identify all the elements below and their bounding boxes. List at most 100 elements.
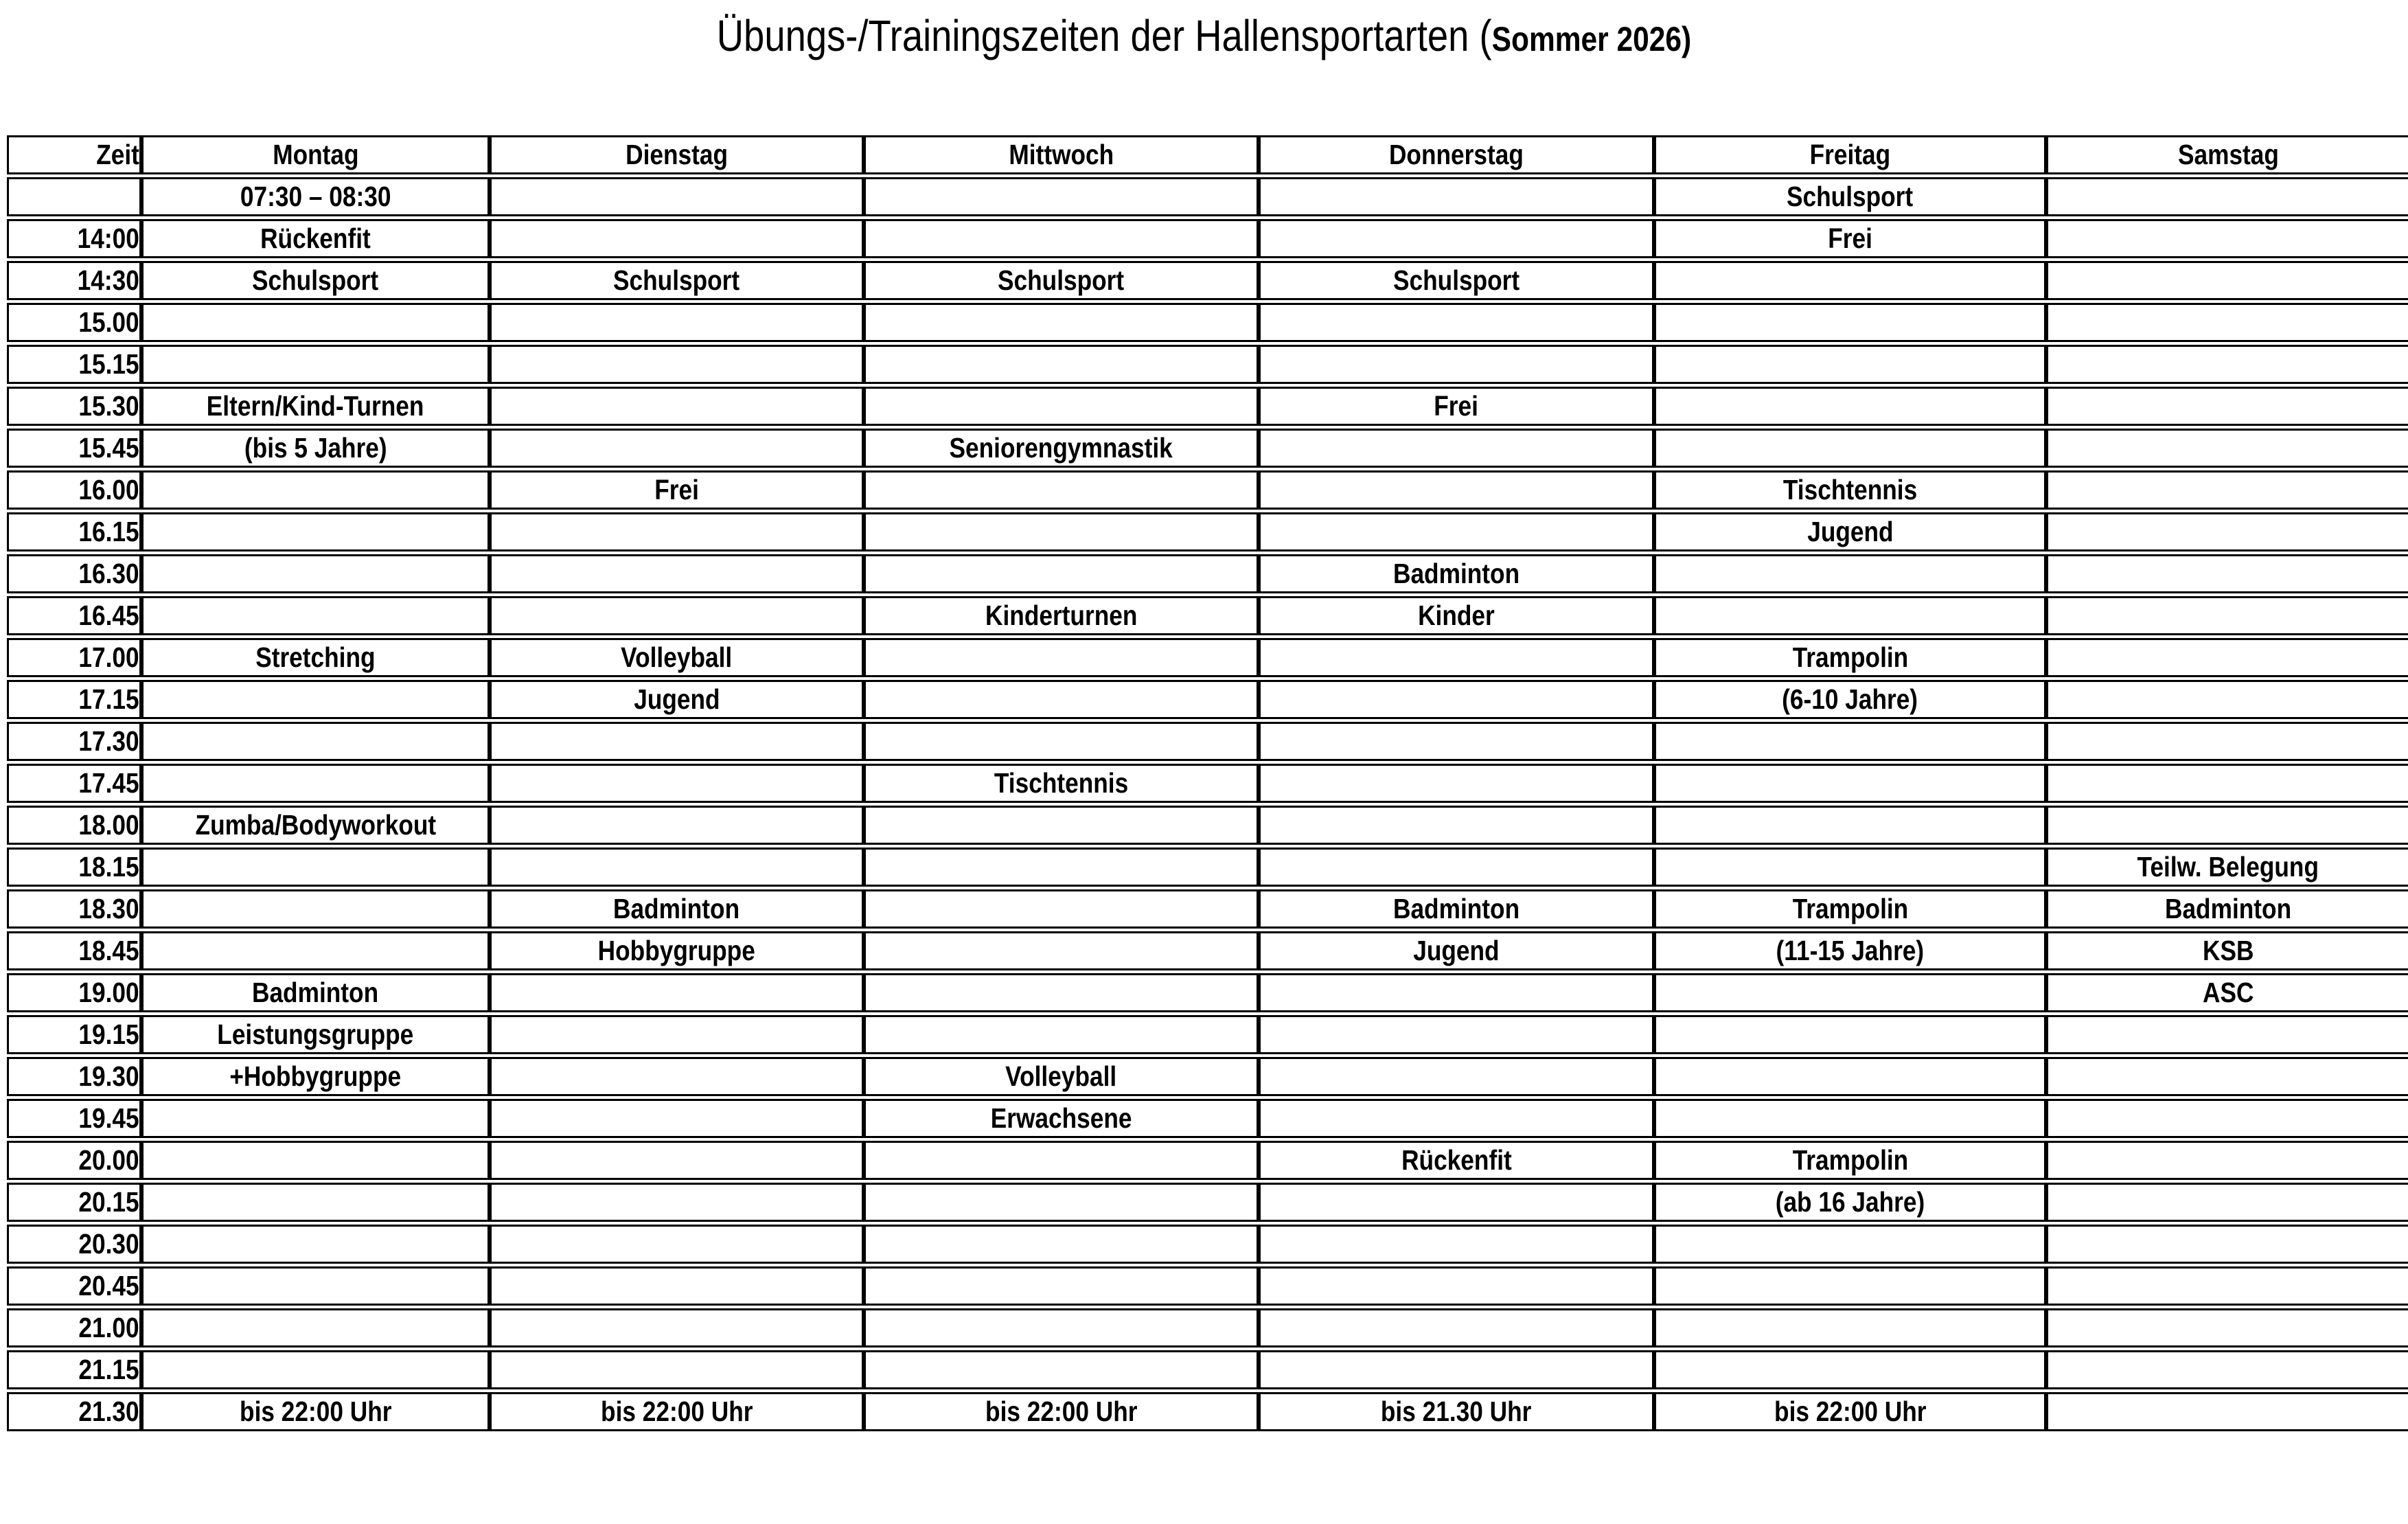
schedule-cell — [2046, 303, 2408, 342]
schedule-cell — [1259, 1308, 1654, 1347]
time-label: 15.00 — [78, 306, 139, 338]
time-label: 15.30 — [78, 390, 139, 422]
schedule-cell — [1654, 722, 2046, 761]
time-cell: 21.30 — [7, 1392, 141, 1431]
schedule-row: 18.45 Hobbygruppe Jugend (11-15 Jahre) KSB — [7, 931, 2408, 970]
activity-label: Tischtennis — [994, 767, 1129, 799]
schedule-cell — [2046, 261, 2408, 300]
schedule-cell: Tischtennis — [1654, 470, 2046, 510]
schedule-cell — [2046, 1350, 2408, 1389]
schedule-cell: Badminton — [2046, 889, 2408, 929]
schedule-cell — [2046, 1141, 2408, 1180]
schedule-cell — [864, 931, 1259, 970]
schedule-cell — [2046, 1183, 2408, 1222]
schedule-row: 16.45 Kinderturnen Kinder — [7, 596, 2408, 635]
schedule-cell — [141, 1266, 490, 1306]
schedule-cell: Kinder — [1259, 596, 1654, 635]
activity-label: Badminton — [1392, 558, 1520, 589]
schedule-cell — [490, 219, 864, 258]
activity-label: Kinderturnen — [985, 600, 1138, 631]
time-cell — [7, 177, 141, 216]
page-title: Übungs-/Trainingszeiten der Hallensporta… — [181, 10, 2227, 74]
activity-label: (bis 5 Jahre) — [244, 432, 387, 464]
schedule-cell: Eltern/Kind-Turnen — [141, 387, 490, 426]
time-label: 17.45 — [78, 767, 139, 799]
schedule-cell — [864, 177, 1259, 216]
activity-label: Zumba/Bodyworkout — [195, 809, 436, 841]
schedule-cell — [141, 554, 490, 593]
time-cell: 19.45 — [7, 1099, 141, 1138]
schedule-cell — [1654, 973, 2046, 1012]
schedule-cell — [2046, 219, 2408, 258]
activity-label: Badminton — [2164, 893, 2292, 924]
time-label: 21.30 — [78, 1396, 139, 1427]
schedule-cell: Erwachsene — [864, 1099, 1259, 1138]
schedule-cell — [1259, 1350, 1654, 1389]
schedule-cell — [141, 596, 490, 635]
schedule-row: 17.15 Jugend (6-10 Jahre) — [7, 680, 2408, 719]
schedule-cell: Schulsport — [1654, 177, 2046, 216]
schedule-cell — [141, 722, 490, 761]
schedule-cell — [141, 1308, 490, 1347]
activity-label: Badminton — [613, 893, 740, 924]
time-label: 16.15 — [78, 516, 139, 547]
schedule-cell — [864, 1225, 1259, 1264]
time-label: 18.00 — [78, 809, 139, 841]
time-label: 17.15 — [78, 683, 139, 715]
time-cell: 15.30 — [7, 387, 141, 426]
activity-label: Badminton — [1392, 893, 1520, 924]
activity-label: 07:30 – 08:30 — [240, 181, 391, 212]
schedule-cell: Trampolin — [1654, 1141, 2046, 1180]
schedule-cell: +Hobbygruppe — [141, 1057, 490, 1096]
schedule-cell — [141, 1099, 490, 1138]
time-label: 20.30 — [78, 1228, 139, 1260]
column-header: Mittwoch — [864, 135, 1259, 174]
schedule-cell — [1654, 387, 2046, 426]
time-label: 16.30 — [78, 558, 139, 589]
schedule-cell — [1654, 1015, 2046, 1054]
schedule-cell — [864, 387, 1259, 426]
schedule-cell — [490, 722, 864, 761]
schedule-cell — [864, 1015, 1259, 1054]
schedule-cell — [1259, 512, 1654, 551]
schedule-cell — [2046, 1392, 2408, 1431]
schedule-cell — [141, 345, 490, 384]
schedule-cell — [1259, 1266, 1654, 1306]
schedule-cell — [141, 470, 490, 510]
time-cell: 14:00 — [7, 219, 141, 258]
schedule-header: Zeit Montag Dienstag Mittwoch Donnerstag Frei… — [7, 135, 2408, 174]
time-cell: 17.30 — [7, 722, 141, 761]
schedule-row: 21.00 — [7, 1308, 2408, 1347]
time-label: 19.15 — [78, 1019, 139, 1050]
schedule-cell — [1259, 303, 1654, 342]
time-cell: 21.00 — [7, 1308, 141, 1347]
activity-label: Hobbygruppe — [597, 935, 756, 966]
schedule-row: 19.45 Erwachsene — [7, 1099, 2408, 1138]
column-header-label: Mittwoch — [1009, 139, 1114, 170]
schedule-cell — [864, 1266, 1259, 1306]
schedule-row: 16.30 Badminton — [7, 554, 2408, 593]
activity-label: Schulsport — [998, 264, 1125, 296]
schedule-row: 20.45 — [7, 1266, 2408, 1306]
schedule-cell: ASC — [2046, 973, 2408, 1012]
schedule-cell: bis 22:00 Uhr — [141, 1392, 490, 1431]
time-cell: 15.15 — [7, 345, 141, 384]
activity-label: Stretching — [255, 641, 376, 673]
activity-label: +Hobbygruppe — [229, 1060, 402, 1092]
time-cell: 18.15 — [7, 848, 141, 887]
schedule-cell — [490, 1183, 864, 1222]
schedule-cell — [1654, 1266, 2046, 1306]
schedule-row: 20.15 (ab 16 Jahre) — [7, 1183, 2408, 1222]
column-header-label: Dienstag — [626, 139, 728, 170]
activity-label: KSB — [2202, 935, 2254, 966]
time-label: 16.00 — [78, 474, 139, 505]
time-label: 18.15 — [78, 851, 139, 883]
schedule-cell: Frei — [1259, 387, 1654, 426]
activity-label: Schulsport — [1787, 181, 1914, 212]
schedule-cell — [1259, 177, 1654, 216]
column-header-label: Montag — [272, 139, 359, 170]
schedule-cell — [141, 848, 490, 887]
schedule-cell: Volleyball — [864, 1057, 1259, 1096]
schedule-cell — [2046, 177, 2408, 216]
schedule-row: 07:30 – 08:30 Schulsport — [7, 177, 2408, 216]
